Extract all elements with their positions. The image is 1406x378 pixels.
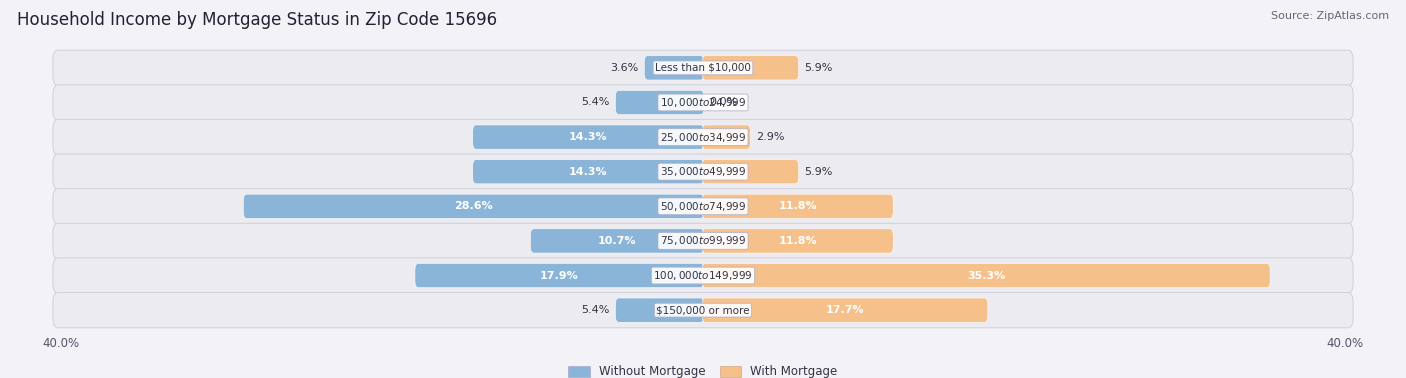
FancyBboxPatch shape [53, 85, 1353, 120]
Legend: Without Mortgage, With Mortgage: Without Mortgage, With Mortgage [568, 366, 838, 378]
FancyBboxPatch shape [53, 293, 1353, 328]
FancyBboxPatch shape [702, 160, 799, 184]
FancyBboxPatch shape [53, 50, 1353, 85]
Text: 2.9%: 2.9% [756, 132, 785, 142]
FancyBboxPatch shape [53, 258, 1353, 293]
Text: 35.3%: 35.3% [967, 271, 1005, 280]
Text: 3.6%: 3.6% [610, 63, 638, 73]
FancyBboxPatch shape [472, 125, 704, 149]
Text: $75,000 to $99,999: $75,000 to $99,999 [659, 234, 747, 248]
FancyBboxPatch shape [702, 56, 799, 80]
Text: $100,000 to $149,999: $100,000 to $149,999 [654, 269, 752, 282]
Text: $150,000 or more: $150,000 or more [657, 305, 749, 315]
FancyBboxPatch shape [53, 119, 1353, 155]
Text: 10.7%: 10.7% [598, 236, 637, 246]
Text: Source: ZipAtlas.com: Source: ZipAtlas.com [1271, 11, 1389, 21]
FancyBboxPatch shape [415, 263, 704, 288]
Text: $25,000 to $34,999: $25,000 to $34,999 [659, 130, 747, 144]
Text: 0.0%: 0.0% [710, 98, 738, 107]
Text: 17.9%: 17.9% [540, 271, 579, 280]
Text: $50,000 to $74,999: $50,000 to $74,999 [659, 200, 747, 213]
Text: 5.4%: 5.4% [582, 305, 610, 315]
Text: 14.3%: 14.3% [569, 132, 607, 142]
Text: 28.6%: 28.6% [454, 201, 494, 211]
Text: Household Income by Mortgage Status in Zip Code 15696: Household Income by Mortgage Status in Z… [17, 11, 496, 29]
FancyBboxPatch shape [472, 160, 704, 184]
FancyBboxPatch shape [243, 194, 704, 218]
Text: 5.4%: 5.4% [582, 98, 610, 107]
FancyBboxPatch shape [616, 90, 704, 115]
Text: $35,000 to $49,999: $35,000 to $49,999 [659, 165, 747, 178]
Text: 5.9%: 5.9% [804, 167, 832, 177]
FancyBboxPatch shape [702, 194, 893, 218]
FancyBboxPatch shape [702, 263, 1270, 288]
Text: 11.8%: 11.8% [779, 236, 817, 246]
FancyBboxPatch shape [702, 125, 751, 149]
FancyBboxPatch shape [53, 223, 1353, 259]
Text: 14.3%: 14.3% [569, 167, 607, 177]
FancyBboxPatch shape [644, 56, 704, 80]
FancyBboxPatch shape [616, 298, 704, 322]
Text: 17.7%: 17.7% [825, 305, 865, 315]
FancyBboxPatch shape [53, 154, 1353, 189]
Text: 11.8%: 11.8% [779, 201, 817, 211]
FancyBboxPatch shape [702, 229, 893, 253]
Text: 5.9%: 5.9% [804, 63, 832, 73]
Text: $10,000 to $24,999: $10,000 to $24,999 [659, 96, 747, 109]
FancyBboxPatch shape [530, 229, 704, 253]
FancyBboxPatch shape [53, 189, 1353, 224]
Text: Less than $10,000: Less than $10,000 [655, 63, 751, 73]
FancyBboxPatch shape [702, 298, 988, 322]
